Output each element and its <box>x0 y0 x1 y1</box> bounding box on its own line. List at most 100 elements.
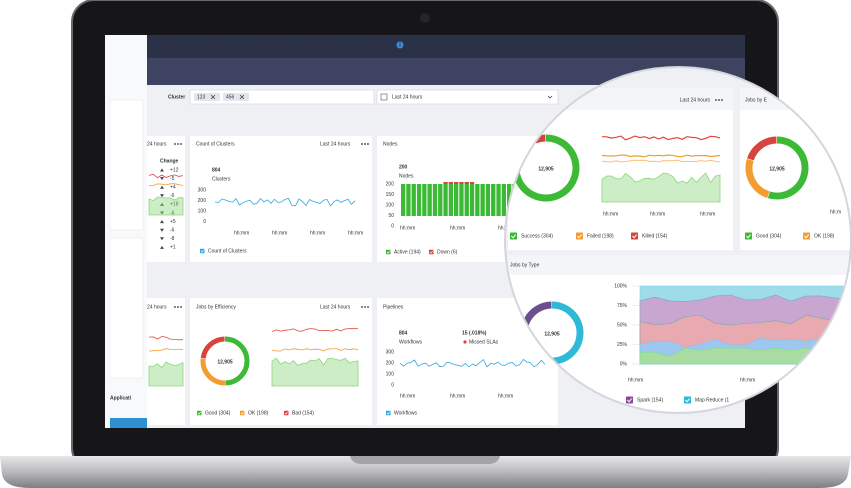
date-range: Last 24 hours <box>392 94 423 100</box>
range: 24 hours <box>147 304 167 310</box>
y-tick-label: 300 <box>198 187 207 193</box>
check <box>240 411 244 415</box>
y-tick-label: 150 <box>386 192 395 198</box>
check <box>577 234 582 239</box>
x-tick-label: hh:mm <box>628 377 643 383</box>
nav-link[interactable]: Account <box>713 42 732 48</box>
change-value: -8 <box>170 236 175 242</box>
nav-item[interactable]: Reports <box>313 42 331 48</box>
series-line <box>148 348 184 352</box>
nav-item[interactable]: Alerts <box>373 42 386 48</box>
card-title: Jobs by E <box>745 97 768 103</box>
menu-dot[interactable] <box>177 143 179 145</box>
legend-checkbox[interactable] <box>631 232 638 240</box>
donut-segment <box>767 136 809 200</box>
y-tick-label: 100 <box>386 371 395 377</box>
magnifier: Last 24 hours Jobs by E 12,905 hh:mm hh:mm hh… <box>505 67 851 413</box>
legend-checkbox[interactable] <box>284 410 289 416</box>
y-tick-label: 100% <box>614 283 627 289</box>
menu-dot[interactable] <box>174 306 176 308</box>
trend-arrow <box>160 220 164 224</box>
nav-link[interactable]: Admin <box>644 42 658 48</box>
series-area <box>148 196 184 216</box>
legend-checkbox[interactable] <box>803 232 810 240</box>
card-title: Pipelines <box>383 304 404 310</box>
nav-item[interactable]: Data <box>262 42 273 48</box>
y-tick-label: 200 <box>386 181 395 187</box>
change-value: -6 <box>170 228 175 234</box>
menu-dot[interactable] <box>364 143 366 145</box>
menu-dot[interactable] <box>177 306 179 308</box>
menu-dot[interactable] <box>180 306 182 308</box>
x-tick-label: hh:mm <box>310 230 325 236</box>
kpi: 15 (.018%) <box>462 330 487 336</box>
chip[interactable] <box>223 93 249 101</box>
menu-dot[interactable] <box>367 143 369 145</box>
stack-band <box>639 347 851 365</box>
menu-dot[interactable] <box>364 306 366 308</box>
legend-checkbox[interactable] <box>200 248 205 254</box>
legend-checkbox[interactable] <box>197 410 202 416</box>
x-tick-label: hh:mm <box>650 211 665 217</box>
legend-checkbox[interactable] <box>684 396 691 404</box>
series-area <box>271 357 359 387</box>
trend-arrow <box>160 228 164 232</box>
nav-link[interactable]: Help <box>682 42 693 48</box>
node-bar <box>469 184 475 216</box>
card <box>147 136 185 262</box>
chip-remove[interactable] <box>210 94 216 100</box>
legend-checkbox[interactable] <box>510 232 517 240</box>
menu-dot[interactable] <box>174 143 176 145</box>
chip-remove[interactable] <box>239 94 245 100</box>
menu-dot[interactable] <box>367 306 369 308</box>
menu-dot[interactable] <box>715 99 717 101</box>
legend-checkbox[interactable] <box>745 232 752 240</box>
node-bar <box>459 184 464 216</box>
trend-arrow <box>160 202 164 206</box>
legend-text: Bad (154) <box>292 410 314 416</box>
card-title: Jobs by Efficiency <box>196 304 236 310</box>
y-tick-label: 100 <box>198 208 207 214</box>
check <box>627 398 632 403</box>
nav-item[interactable]: Users <box>208 42 222 48</box>
menu-dot[interactable] <box>361 306 363 308</box>
series-line <box>214 197 356 207</box>
node-bar-down <box>464 182 469 184</box>
menu-dot[interactable] <box>721 99 723 101</box>
y-tick-label: 200 <box>386 360 395 366</box>
legend-checkbox[interactable] <box>386 410 391 416</box>
check <box>746 234 751 239</box>
nav-item[interactable]: Jobs <box>158 42 169 48</box>
node-bar <box>411 184 416 216</box>
legend-checkbox[interactable] <box>576 232 583 240</box>
series-line <box>601 135 721 141</box>
menu-dot[interactable] <box>718 99 720 101</box>
legend-text: Workflows <box>394 410 417 416</box>
chip[interactable] <box>194 93 220 101</box>
side-card <box>109 237 144 379</box>
legend-text: Count of Clusters <box>208 248 247 254</box>
y-tick-label: 50% <box>617 322 628 328</box>
node-bar <box>464 184 469 216</box>
legend-checkbox[interactable] <box>240 410 245 416</box>
node-bar <box>438 184 443 216</box>
change-value: +5 <box>170 219 176 225</box>
check <box>632 234 637 239</box>
legend-checkbox[interactable] <box>429 249 434 255</box>
series-line <box>601 159 721 163</box>
side-button[interactable] <box>110 418 147 428</box>
node-bar-down <box>459 182 464 184</box>
node-bar <box>501 184 506 216</box>
kpi-unit: Nodes <box>399 173 414 179</box>
calendar-icon <box>380 93 388 101</box>
legend-checkbox[interactable] <box>626 396 633 404</box>
date-picker[interactable] <box>376 89 559 105</box>
menu-dot[interactable] <box>180 143 182 145</box>
legend-checkbox[interactable] <box>386 249 391 255</box>
menu-dot[interactable] <box>361 143 363 145</box>
node-bar <box>422 184 427 216</box>
trend-arrow <box>160 168 164 172</box>
series-area <box>148 361 184 387</box>
node-bar <box>475 184 480 216</box>
